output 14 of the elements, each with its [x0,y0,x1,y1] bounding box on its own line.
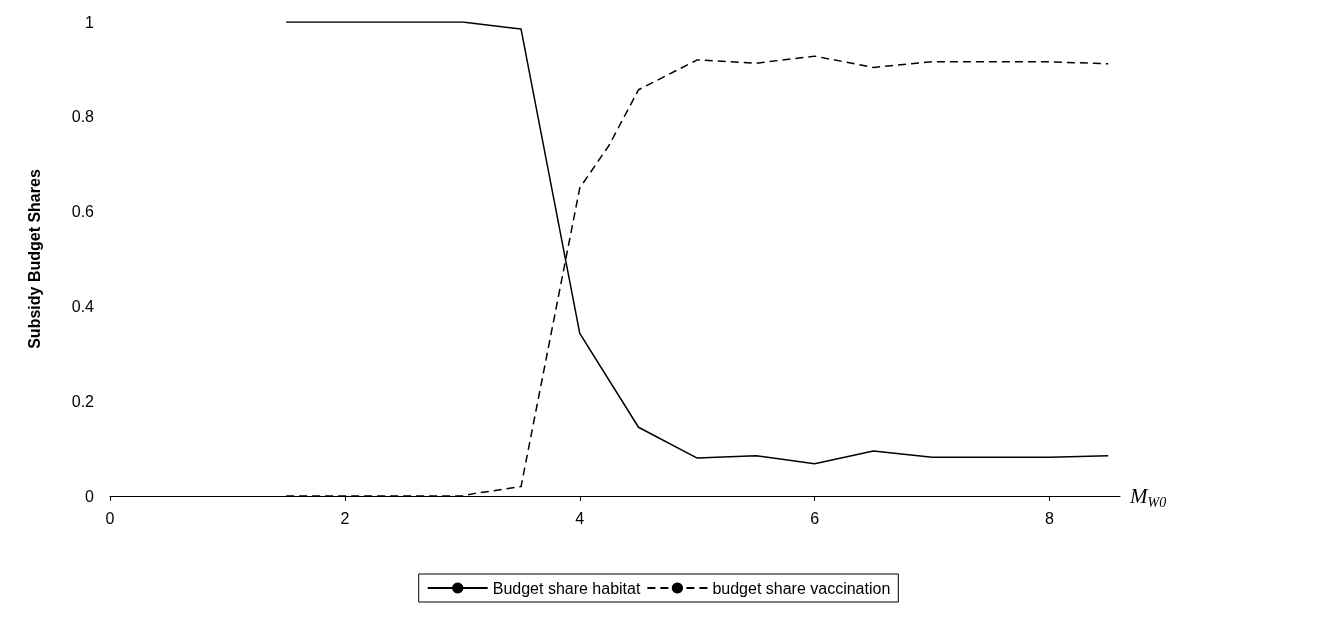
x-tick-label: 0 [105,509,115,527]
legend-label: Budget share habitat [492,579,641,597]
y-tick-label: 0 [85,487,95,505]
x-tick-label: 8 [1045,509,1055,527]
x-tick-label: 4 [575,509,585,527]
y-axis-title: Subsidy Budget Shares [25,169,43,349]
legend-label: budget share vaccination [712,579,891,597]
y-tick-label: 0.6 [71,203,95,221]
y-tick-label: 1 [85,13,95,31]
x-tick-label: 2 [340,509,350,527]
x-tick-label: 6 [810,509,820,527]
y-tick-label: 0.8 [71,108,95,126]
y-tick-label: 0.4 [71,297,95,315]
y-tick-label: 0.2 [71,392,95,410]
